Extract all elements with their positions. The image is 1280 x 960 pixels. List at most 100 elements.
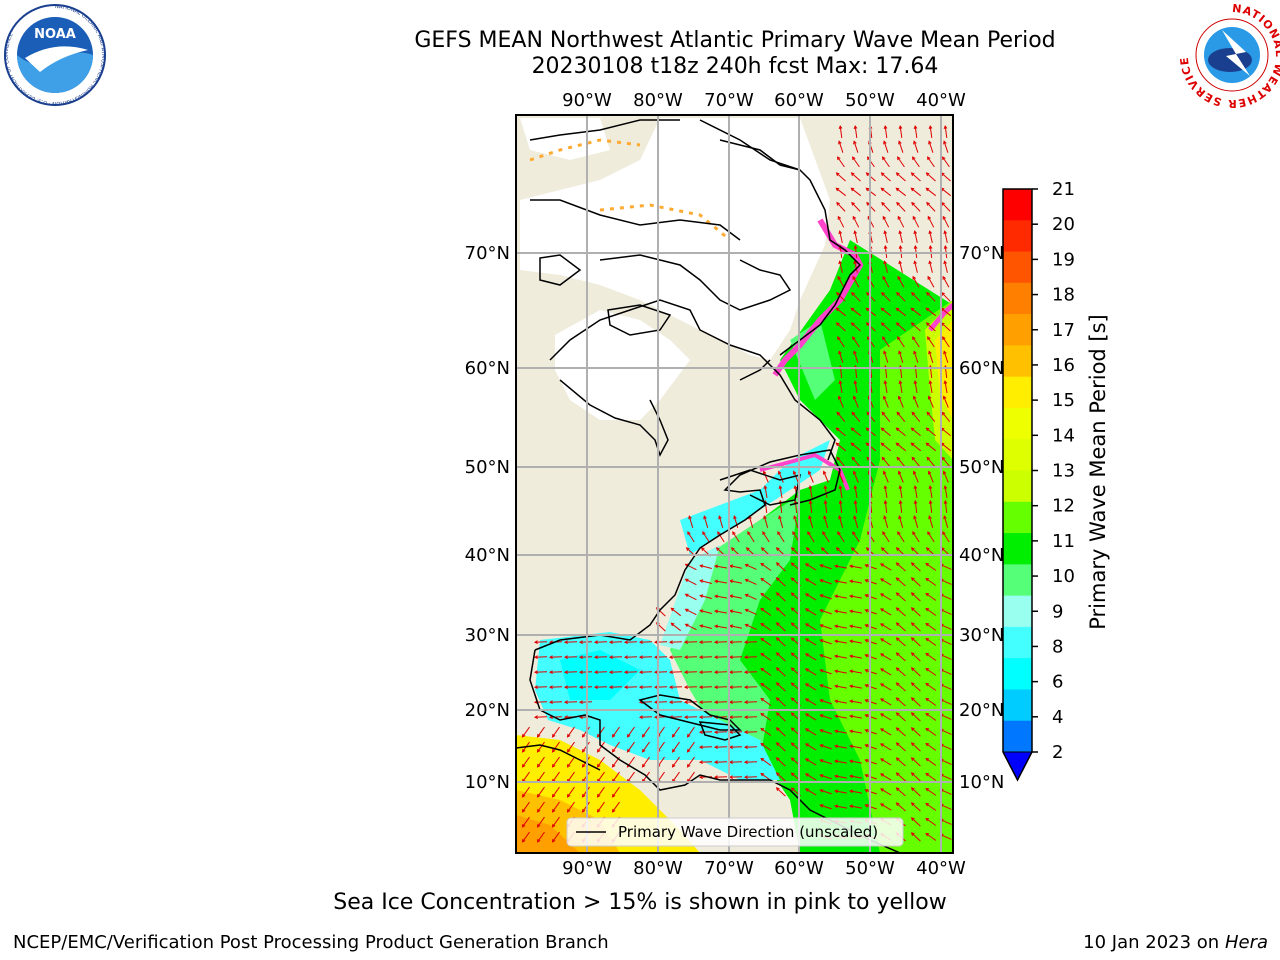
wave-direction-arrow [763, 471, 769, 483]
wave-direction-arrow [884, 261, 888, 273]
wave-direction-arrow [911, 637, 921, 647]
wave-direction-arrowhead [913, 380, 918, 385]
wave-direction-arrowhead [551, 808, 556, 813]
wave-direction-arrowhead [913, 230, 918, 235]
wave-direction-arrow [776, 607, 786, 617]
wave-direction-arrowhead [910, 652, 915, 656]
wave-direction-arrow [911, 202, 921, 212]
wave-direction-arrowhead [744, 578, 749, 583]
wave-direction-arrowhead [882, 531, 886, 535]
wave-direction-arrowhead [927, 531, 931, 535]
wave-direction-arrowhead [943, 350, 947, 355]
wave-direction-arrowhead [563, 685, 568, 690]
wave-direction-arrow [835, 700, 847, 704]
wave-direction-arrowhead [684, 593, 689, 598]
wave-direction-arrowhead [880, 803, 884, 807]
wave-direction-arrowhead [819, 804, 824, 808]
wave-direction-arrowhead [790, 727, 795, 732]
wave-direction-arrow [853, 351, 859, 363]
wave-direction-arrowhead [853, 499, 858, 504]
wave-direction-arrow [940, 819, 952, 825]
wave-direction-arrowhead [835, 547, 840, 551]
lat-label: 70°N [465, 243, 510, 264]
wave-direction-arrowhead [805, 743, 809, 747]
wave-direction-arrow [567, 786, 575, 798]
wave-direction-arrow [883, 396, 889, 408]
wave-direction-arrow [522, 801, 530, 813]
wave-direction-arrow [627, 741, 635, 753]
wave-direction-arrow [853, 471, 859, 483]
wave-direction-arrow [942, 156, 950, 168]
wave-direction-arrow [777, 531, 785, 543]
wave-direction-arrowhead [849, 624, 854, 629]
wave-direction-arrow [882, 336, 890, 348]
wave-direction-arrowhead [880, 547, 885, 551]
wave-direction-arrowhead [819, 579, 824, 583]
wave-direction-arrowhead [898, 244, 903, 249]
wave-direction-arrowhead [760, 637, 765, 642]
wave-direction-arrow [839, 500, 843, 514]
wave-direction-arrowhead [849, 759, 854, 764]
wave-direction-arrowhead [653, 715, 658, 720]
wave-direction-arrowhead [760, 712, 765, 717]
wave-direction-arrow [852, 276, 860, 288]
wave-direction-arrowhead [942, 215, 947, 220]
wave-direction-arrowhead [898, 350, 902, 355]
wave-direction-arrowhead [910, 817, 915, 821]
wave-direction-arrow [896, 457, 906, 467]
wave-direction-arrow [805, 668, 817, 676]
wave-direction-arrow [820, 699, 832, 705]
wave-direction-arrowhead [849, 564, 854, 569]
wave-direction-arrowhead [699, 609, 704, 613]
wave-direction-arrowhead [852, 215, 857, 220]
wave-direction-arrowhead [775, 742, 780, 746]
wave-direction-arrow [880, 187, 892, 197]
wave-direction-arrow [880, 608, 892, 616]
wave-direction-arrowhead [882, 215, 887, 220]
wave-direction-arrow [910, 307, 922, 317]
wave-direction-arrow [852, 216, 860, 228]
wave-direction-arrowhead [836, 291, 840, 296]
wave-direction-arrowhead [849, 744, 854, 749]
wave-direction-arrow [896, 622, 906, 632]
wave-direction-arrow [925, 833, 937, 841]
wave-direction-arrowhead [883, 350, 887, 355]
lon-label: 40°W [916, 858, 966, 879]
wave-direction-arrowhead [895, 622, 900, 627]
wave-direction-arrow [913, 516, 919, 528]
wave-direction-arrowhead [925, 817, 930, 822]
wave-direction-arrow [597, 756, 605, 768]
wave-direction-arrowhead [671, 733, 676, 738]
wave-direction-arrow [925, 713, 937, 721]
wave-direction-arrowhead [896, 201, 900, 206]
wave-direction-arrow [850, 655, 862, 659]
wave-direction-arrow [805, 578, 817, 586]
wave-direction-arrow [929, 261, 933, 273]
wave-direction-arrowhead [913, 244, 918, 249]
lon-labels-top: 90°W 80°W 70°W 60°W 50°W 40°W [562, 90, 966, 111]
wave-direction-arrow [896, 652, 906, 662]
colorbar-segment [1003, 564, 1032, 597]
colorbar-segment [1003, 533, 1032, 565]
wave-direction-arrowhead [790, 787, 795, 792]
wave-direction-arrowhead [913, 125, 918, 130]
wave-direction-arrowhead [849, 804, 854, 809]
wave-direction-arrowhead [684, 563, 689, 568]
wave-direction-arrowhead [835, 172, 840, 177]
wave-direction-arrowhead [895, 427, 900, 432]
sea-ice [520, 118, 830, 420]
wave-direction-arrow [899, 126, 903, 138]
wave-direction-arrow [522, 756, 530, 768]
wave-direction-arrowhead [913, 140, 917, 145]
wave-direction-arrowhead [864, 744, 869, 748]
wave-direction-arrowhead [763, 485, 768, 490]
wave-direction-arrowhead [653, 670, 658, 675]
wave-direction-arrow [537, 756, 545, 768]
wave-direction-arrow [911, 832, 921, 842]
wave-direction-arrowhead [683, 700, 688, 705]
wave-direction-arrow [612, 801, 620, 813]
wave-direction-arrowhead [880, 322, 885, 326]
wave-direction-arrowhead [895, 757, 900, 762]
wave-direction-arrowhead [760, 772, 765, 777]
wave-direction-arrowhead [653, 655, 658, 660]
